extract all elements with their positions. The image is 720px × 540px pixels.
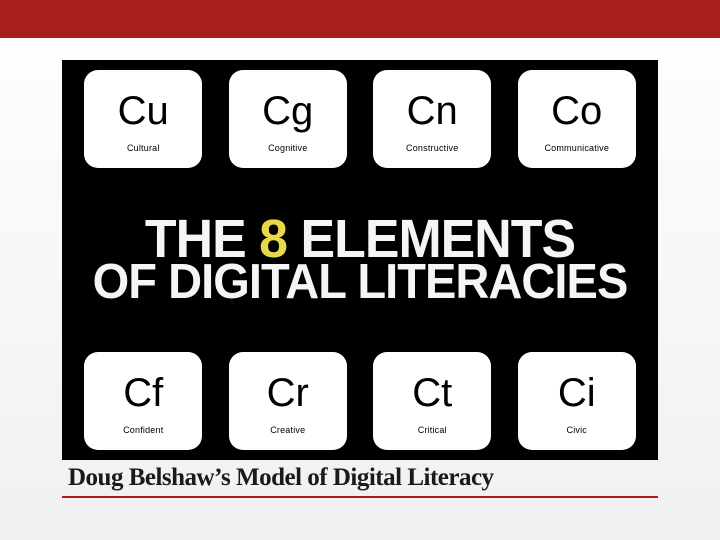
element-tile-confident: Cf Confident bbox=[84, 352, 202, 450]
tile-label: Confident bbox=[123, 425, 163, 435]
tile-symbol: Cf bbox=[123, 373, 163, 413]
tile-symbol: Ct bbox=[412, 373, 452, 413]
tile-label: Civic bbox=[567, 425, 588, 435]
tile-symbol: Cn bbox=[407, 91, 458, 131]
headline-line-2: OF DIGITAL LITERACIES bbox=[82, 261, 639, 304]
element-tile-critical: Ct Critical bbox=[373, 352, 491, 450]
tile-label: Cultural bbox=[127, 143, 160, 153]
elements-panel: Cu Cultural Cg Cognitive Cn Constructive… bbox=[62, 60, 658, 460]
element-tile-constructive: Cn Constructive bbox=[373, 70, 491, 168]
tile-label: Constructive bbox=[406, 143, 458, 153]
tile-symbol: Cu bbox=[118, 91, 169, 131]
tile-symbol: Cr bbox=[267, 373, 309, 413]
slide-caption: Doug Belshaw’s Model of Digital Literacy bbox=[62, 464, 658, 492]
tile-label: Critical bbox=[418, 425, 447, 435]
bottom-tile-row: Cf Confident Cr Creative Ct Critical Ci … bbox=[70, 352, 650, 450]
headline: THE 8 ELEMENTS OF DIGITAL LITERACIES bbox=[82, 216, 639, 305]
tile-symbol: Cg bbox=[262, 91, 313, 131]
tile-label: Communicative bbox=[544, 143, 609, 153]
element-tile-creative: Cr Creative bbox=[229, 352, 347, 450]
tile-symbol: Co bbox=[551, 91, 602, 131]
tile-symbol: Ci bbox=[558, 373, 596, 413]
element-tile-cognitive: Cg Cognitive bbox=[229, 70, 347, 168]
top-tile-row: Cu Cultural Cg Cognitive Cn Constructive… bbox=[70, 70, 650, 168]
element-tile-communicative: Co Communicative bbox=[518, 70, 636, 168]
tile-label: Creative bbox=[270, 425, 305, 435]
header-bar bbox=[0, 0, 720, 38]
caption-container: Doug Belshaw’s Model of Digital Literacy bbox=[62, 464, 658, 498]
element-tile-cultural: Cu Cultural bbox=[84, 70, 202, 168]
tile-label: Cognitive bbox=[268, 143, 307, 153]
element-tile-civic: Ci Civic bbox=[518, 352, 636, 450]
